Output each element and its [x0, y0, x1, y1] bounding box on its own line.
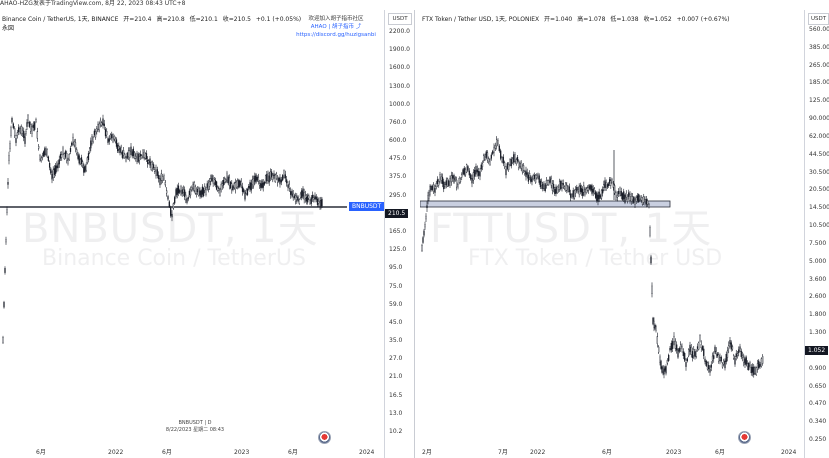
promo-line-1: 欢迎加入胡子指币社区 [308, 16, 364, 22]
bnb-candle-chart[interactable] [0, 10, 384, 458]
right-legend: FTX Token / Tether USD, 1天, POLONIEX 开=1… [422, 14, 733, 23]
price-tick: 295.0 [389, 191, 407, 199]
price-tick: 165.0 [389, 228, 407, 235]
right-price-axis[interactable]: USDT 560.00 385.00 265.00 185.00 125.00 90.00… [804, 10, 829, 458]
time-tick: 6月 [602, 449, 612, 456]
price-tick: 600.0 [389, 137, 407, 145]
price-tick: 44.500 [809, 150, 829, 158]
bnb-last-price-badge: 210.5 [385, 209, 409, 219]
price-tick: 16.5 [389, 391, 403, 399]
price-tick: 10.2 [389, 428, 403, 435]
time-tick: 6月 [288, 449, 298, 456]
price-tick: 1900.0 [389, 46, 410, 54]
price-tick: 35.0 [389, 337, 403, 345]
left-legend-close: 收=210.5 [222, 16, 251, 23]
left-legend-open: 开=210.4 [123, 16, 152, 23]
price-tick: 13.0 [389, 409, 403, 417]
price-tick: 1300.0 [389, 82, 410, 90]
price-tick: 7.500 [809, 239, 827, 247]
price-tick: 5.000 [809, 257, 827, 265]
time-tick: 6月 [715, 449, 725, 456]
price-tick: 14.500 [809, 204, 829, 212]
price-tick: 1.800 [809, 311, 827, 319]
left-legend-low: 低=210.1 [189, 16, 218, 23]
right-currency-button[interactable]: USDT [808, 13, 829, 25]
right-legend-high: 高=1.078 [577, 16, 606, 23]
price-tick: 560.00 [809, 26, 829, 33]
time-tick: 2023 [666, 449, 682, 456]
price-tick: 375.0 [389, 173, 407, 181]
price-tick: 125.00 [809, 97, 829, 105]
price-tick: 1600.0 [389, 64, 410, 72]
time-tick: 2024 [781, 449, 797, 456]
price-tick: 0.250 [809, 436, 827, 443]
price-tick: 30.500 [809, 168, 829, 176]
left-price-axis[interactable]: USDT 2200.0 1900.0 1600.0 1300.0 1000.0 760.0… [384, 10, 414, 458]
price-tick: 385.00 [809, 43, 829, 51]
promo-line-2[interactable]: AHAO | 胡子指币 ⤴ [310, 24, 362, 30]
price-tick: 0.470 [809, 400, 827, 408]
time-tick: 2023 [234, 449, 250, 456]
tradingview-logo-icon-right[interactable] [738, 431, 751, 444]
left-legend-symbol: Binance Coin / TetherUS, 1天, BINANCE [2, 16, 119, 23]
right-legend-change: +0.007 (+0.67%) [676, 16, 730, 23]
price-tick: 0.340 [809, 418, 827, 426]
left-footer-note: BNBUSDT | D 8/22/2023 星期二 08:43 [150, 420, 240, 434]
price-tick: 21.0 [389, 373, 403, 381]
time-tick: 2022 [530, 449, 546, 456]
price-tick: 59.0 [389, 300, 403, 308]
price-tick: 62.000 [809, 132, 829, 140]
price-tick: 760.0 [389, 118, 407, 126]
ftt-candles [421, 136, 764, 379]
price-tick: 27.0 [389, 355, 403, 363]
price-tick: 45.0 [389, 318, 403, 326]
left-footer-date: 8/22/2023 星期二 08:43 [165, 427, 225, 433]
right-legend-low: 低=1.038 [610, 16, 639, 23]
price-tick: 95.0 [389, 264, 403, 272]
time-tick: 6月 [36, 449, 46, 456]
price-tick: 10.500 [809, 222, 829, 230]
bnb-symbol-badge: BNBUSDT [349, 202, 385, 211]
price-tick: 0.650 [809, 382, 827, 390]
time-tick: 2022 [108, 449, 124, 456]
price-tick: 1.300 [809, 329, 827, 337]
ftt-support-zone[interactable] [420, 200, 671, 208]
right-legend-symbol: FTX Token / Tether USD, 1天, POLONIEX [422, 16, 540, 23]
price-tick: 475.0 [389, 155, 407, 163]
time-tick: 2024 [359, 449, 375, 456]
price-tick: 265.00 [809, 61, 829, 69]
publish-info-bar: AHAO-HZG发表于TradingView.com, 8月 22, 2023 … [0, 0, 829, 10]
left-sub-legend: 永図 [2, 25, 15, 32]
price-tick: 0.900 [809, 364, 827, 372]
price-tick: 1000.0 [389, 100, 410, 108]
price-tick: 3.600 [809, 275, 827, 283]
ftt-last-price-badge: 1.052 [805, 346, 829, 356]
publish-info-text: AHAO-HZG发表于TradingView.com, 8月 22, 2023 … [0, 0, 186, 7]
left-legend: Binance Coin / TetherUS, 1天, BINANCE 开=2… [2, 14, 304, 23]
time-tick: 6月 [162, 449, 172, 456]
time-tick: 7月 [498, 449, 508, 456]
price-tick: 75.0 [389, 282, 403, 290]
right-legend-open: 开=1.040 [544, 16, 573, 23]
promo-note: 欢迎加入胡子指币社区 AHAO | 胡子指币 ⤴ https://discord… [294, 15, 378, 39]
tradingview-logo-icon[interactable] [318, 431, 331, 444]
right-legend-close: 收=1.052 [643, 16, 672, 23]
price-tick: 90.000 [809, 115, 829, 123]
left-footer-symbol: BNBUSDT | D [178, 420, 212, 426]
price-tick: 2.600 [809, 293, 827, 301]
left-legend-high: 高=210.8 [156, 16, 185, 23]
time-tick: 2月 [422, 449, 432, 456]
price-tick: 125.0 [389, 246, 407, 254]
left-legend-change: +0.1 (+0.05%) [255, 16, 302, 23]
price-tick: 20.500 [809, 186, 829, 194]
left-currency-button[interactable]: USDT [388, 13, 412, 25]
promo-link[interactable]: https://discord.gg/huzigsanbi [296, 32, 376, 38]
bnb-candles [2, 114, 323, 345]
price-tick: 185.00 [809, 79, 829, 87]
ftt-candle-chart[interactable] [420, 10, 804, 458]
bnb-chart-panel[interactable]: BNBUSDT, 1天 Binance Coin / TetherUS Bina… [0, 10, 415, 458]
ftt-chart-panel[interactable]: FTTUSDT, 1天 FTX Token / Tether USD FTX T… [420, 10, 829, 458]
price-tick: 2200.0 [389, 28, 410, 35]
